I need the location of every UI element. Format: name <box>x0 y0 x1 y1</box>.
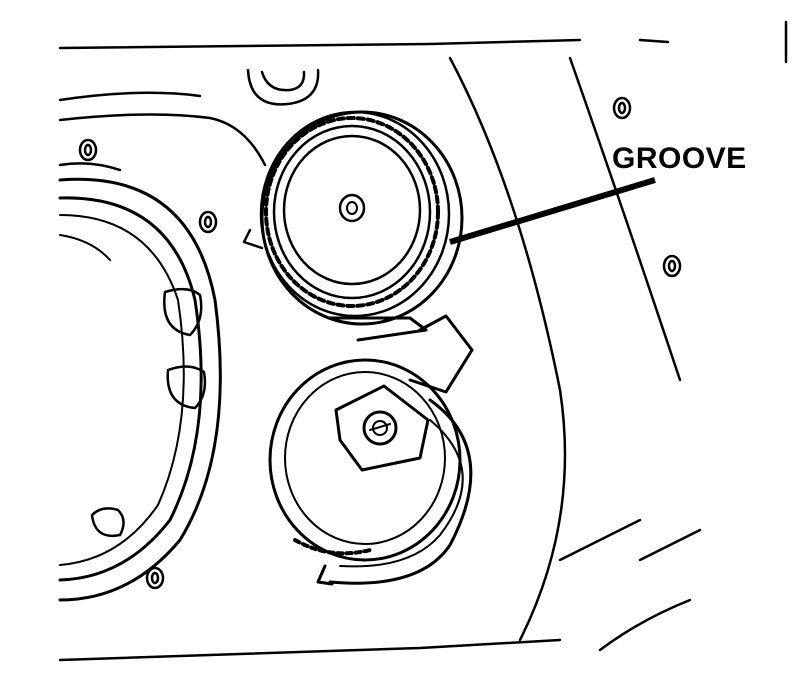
bolt-holes <box>78 96 682 590</box>
bore-lugs <box>90 287 207 538</box>
upper-pulley <box>242 110 464 326</box>
tensioner-assembly <box>268 314 474 586</box>
housing-outline <box>58 20 788 662</box>
left-bore <box>58 177 222 602</box>
groove-label: GROOVE <box>612 142 747 175</box>
groove-leader-line <box>449 177 656 245</box>
top-boss <box>246 68 320 106</box>
